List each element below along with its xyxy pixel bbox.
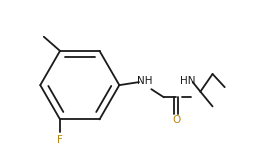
Text: NH: NH bbox=[137, 76, 152, 86]
Text: O: O bbox=[172, 115, 180, 124]
Text: HN: HN bbox=[180, 76, 196, 86]
Text: F: F bbox=[57, 135, 63, 145]
